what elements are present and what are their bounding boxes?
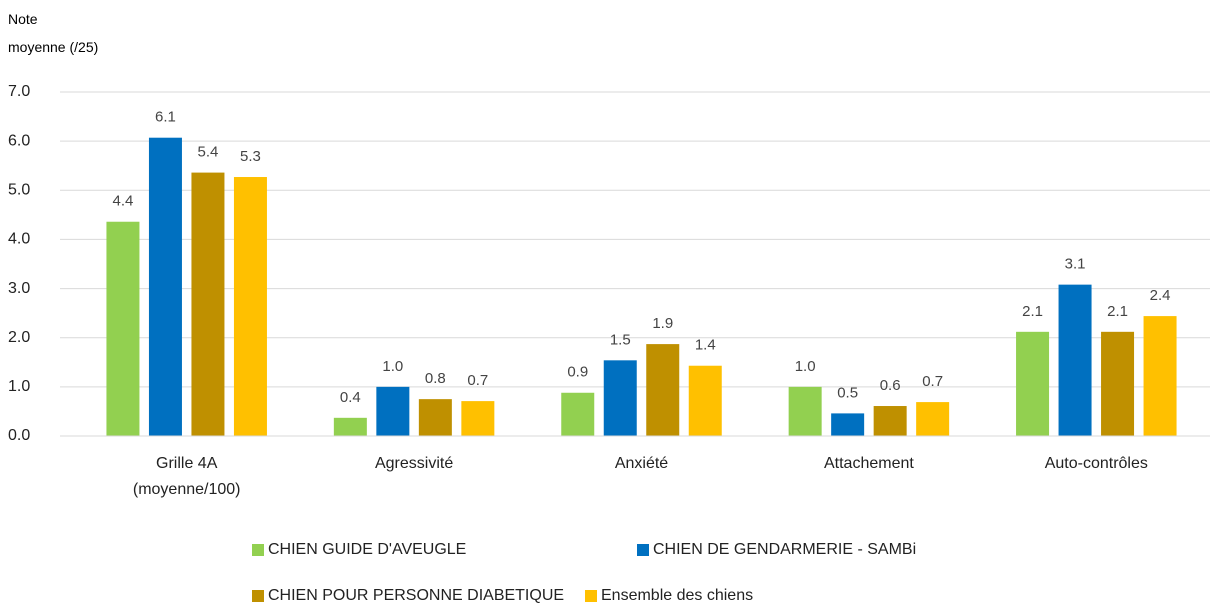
bar [1101,331,1135,436]
legend-swatch [252,544,264,556]
bar [603,360,637,436]
legend-label: Ensemble des chiens [601,587,753,603]
legend-swatch [252,590,264,602]
value-label: 3.1 [1065,256,1086,273]
bar [418,399,452,436]
x-tick-label: Auto-contrôles [1045,455,1148,472]
legend-swatch [637,544,649,556]
value-label: 0.5 [837,384,858,401]
value-label: 0.6 [880,377,901,394]
y-axis-label: Note [8,11,38,27]
value-label: 1.0 [382,358,403,375]
y-tick-label: 3.0 [8,280,30,297]
y-tick-label: 0.0 [8,427,30,444]
y-tick-label: 1.0 [8,378,30,395]
value-label: 2.1 [1022,303,1043,320]
y-axis-label: moyenne (/25) [8,39,98,55]
bar [646,344,680,436]
bar [1016,331,1050,436]
value-label: 1.4 [695,337,716,354]
y-tick-label: 7.0 [8,83,30,100]
value-label: 4.4 [113,193,134,210]
value-label: 1.5 [610,331,631,348]
legend-label: CHIEN GUIDE D'AVEUGLE [268,541,466,558]
bar [333,417,367,436]
bar [1143,316,1177,436]
y-tick-label: 4.0 [8,231,30,248]
value-label: 5.4 [198,144,219,161]
value-label: 1.0 [795,358,816,375]
bar [831,413,865,436]
bar [1058,284,1092,436]
bar [191,172,225,436]
y-tick-label: 6.0 [8,132,30,149]
y-tick-label: 2.0 [8,329,30,346]
bar [461,401,495,436]
legend-label: CHIEN DE GENDARMERIE - SAMBi [653,541,916,558]
bar [148,137,182,436]
bar [788,386,822,436]
value-label: 0.9 [567,364,588,381]
value-label: 2.4 [1150,287,1171,304]
y-tick-label: 5.0 [8,182,30,199]
value-label: 1.9 [652,315,673,332]
value-label: 0.7 [922,373,943,390]
bar [376,386,410,436]
x-tick-label: Attachement [824,455,914,472]
value-label: 0.4 [340,389,361,406]
value-label: 2.1 [1107,303,1128,320]
x-tick-label: Grille 4A (moyenne/100) [133,455,241,498]
legend-label: CHIEN POUR PERSONNE DIABETIQUE [268,587,564,603]
value-label: 6.1 [155,109,176,126]
value-label: 0.8 [425,370,446,387]
bar [916,402,950,436]
x-tick-label: Agressivité [375,455,453,472]
bar [106,221,140,436]
bar [688,365,722,436]
bar [873,406,907,436]
value-label: 5.3 [240,148,261,165]
value-label: 0.7 [467,372,488,389]
legend-swatch [585,590,597,602]
bar [561,392,595,436]
bar [233,177,267,436]
x-tick-label: Anxiété [615,455,668,472]
